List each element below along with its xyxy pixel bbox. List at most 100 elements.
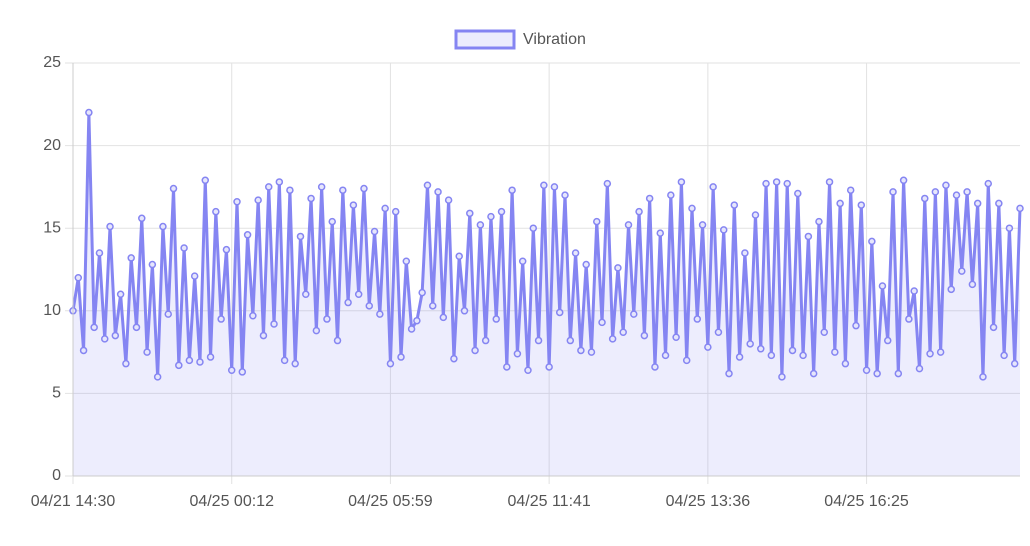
legend-swatch	[454, 29, 516, 50]
point	[275, 178, 284, 186]
point	[190, 272, 199, 280]
point	[651, 363, 659, 371]
point	[587, 348, 596, 356]
point	[682, 356, 691, 365]
point	[698, 221, 707, 229]
point	[180, 244, 188, 252]
y-tick-label: 0	[52, 467, 61, 484]
point	[423, 181, 432, 189]
point	[873, 369, 881, 378]
point	[846, 186, 855, 194]
point	[291, 359, 299, 368]
point	[571, 249, 580, 257]
point	[540, 181, 548, 189]
point	[767, 351, 776, 360]
point	[778, 373, 786, 381]
point	[831, 348, 839, 356]
point	[688, 204, 696, 213]
point	[349, 201, 358, 209]
point	[841, 359, 850, 368]
point	[915, 364, 924, 373]
point	[545, 363, 553, 371]
point	[286, 186, 294, 194]
x-tick-label: 04/25 00:12	[189, 493, 274, 510]
point	[466, 209, 474, 218]
point	[90, 323, 98, 332]
point	[926, 350, 934, 358]
point	[439, 313, 448, 322]
point	[741, 249, 749, 257]
point	[624, 221, 633, 229]
point	[264, 183, 273, 191]
y-tick-label: 20	[43, 137, 61, 154]
point	[825, 178, 834, 186]
point	[783, 179, 791, 188]
point	[921, 194, 929, 203]
point	[196, 358, 204, 366]
point	[899, 176, 908, 185]
point	[476, 221, 485, 229]
point	[487, 212, 495, 221]
point	[132, 323, 141, 332]
point	[995, 199, 1003, 208]
point	[238, 368, 247, 376]
point	[894, 369, 903, 378]
point	[503, 363, 511, 371]
point	[138, 214, 146, 223]
point	[656, 229, 664, 237]
point	[630, 310, 638, 318]
point	[645, 194, 654, 203]
point	[561, 191, 569, 199]
point	[312, 326, 321, 335]
point	[529, 224, 538, 232]
point	[746, 340, 754, 348]
point	[391, 207, 400, 216]
point	[963, 188, 971, 196]
point	[471, 346, 479, 355]
point	[148, 260, 157, 269]
point	[153, 373, 162, 381]
point	[185, 356, 194, 365]
point	[989, 323, 998, 332]
point	[122, 359, 130, 368]
point	[672, 333, 680, 341]
point	[804, 232, 813, 241]
point	[243, 231, 252, 239]
point	[719, 226, 728, 234]
point	[524, 366, 532, 375]
point	[159, 222, 167, 231]
point	[254, 196, 262, 204]
point	[323, 315, 331, 323]
point	[106, 222, 114, 231]
point	[772, 178, 781, 186]
point	[979, 373, 987, 381]
point	[751, 211, 760, 219]
point	[677, 178, 686, 186]
point	[317, 183, 326, 191]
point	[164, 310, 172, 318]
point	[333, 336, 342, 345]
point	[85, 108, 93, 117]
point	[714, 328, 723, 337]
y-tick-label: 15	[43, 219, 61, 236]
point	[1000, 351, 1008, 360]
point	[497, 207, 506, 216]
point	[735, 353, 744, 361]
point	[635, 207, 643, 216]
point	[973, 199, 982, 208]
point	[667, 191, 675, 199]
point	[693, 315, 702, 323]
point	[354, 290, 363, 299]
point	[968, 280, 977, 289]
x-tick-label: 04/25 13:36	[666, 493, 751, 510]
point	[111, 331, 120, 340]
point	[815, 217, 823, 226]
point	[249, 312, 257, 320]
point	[95, 249, 104, 257]
point	[952, 191, 961, 199]
point	[619, 328, 627, 337]
point	[608, 335, 617, 343]
point	[360, 184, 368, 193]
x-tick-label: 04/21 14:30	[31, 493, 116, 510]
point	[852, 321, 860, 330]
